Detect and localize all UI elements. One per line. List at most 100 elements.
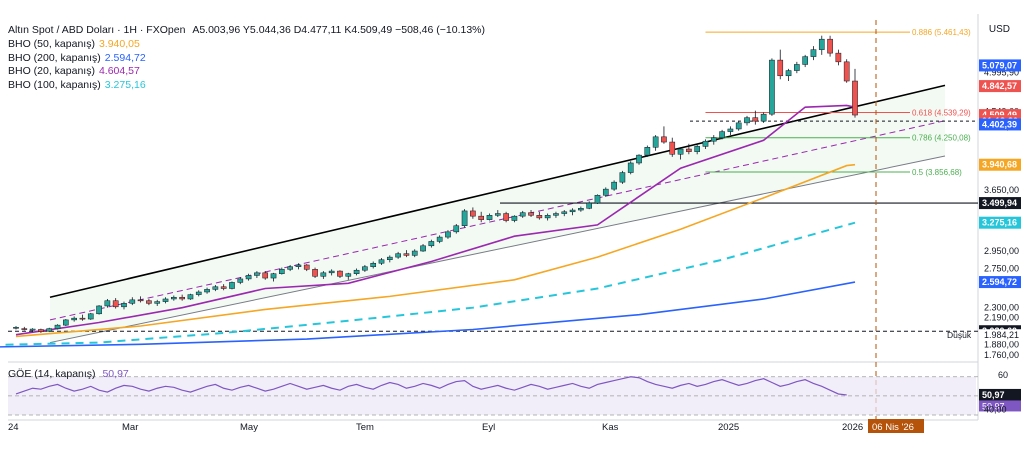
price-badge-label: 3.940,68 — [982, 160, 1017, 170]
price-axis-label: 2.300,00 — [984, 303, 1019, 313]
candle-body — [295, 264, 302, 267]
candle-body — [785, 70, 792, 77]
candle-body — [627, 162, 634, 173]
fib-level-label: 0.786 (4.250,08) — [912, 134, 971, 143]
candle-body — [129, 299, 136, 304]
candle-body — [154, 301, 161, 304]
fib-level-label: 0.618 (4.539,29) — [912, 108, 971, 117]
candle-body — [245, 275, 252, 280]
candle-body — [810, 49, 817, 57]
candle-body — [677, 148, 684, 155]
candle-body — [818, 38, 825, 50]
time-axis-label: May — [240, 422, 258, 433]
price-badge-label: 4.842,57 — [982, 81, 1017, 91]
legend-ma200[interactable]: BHO (200, kapanış) 2.594,72 — [8, 52, 146, 66]
price-axis-label: 2.750,00 — [984, 263, 1019, 273]
price-badge-bg — [979, 158, 1021, 171]
ma-series-line — [0, 281, 856, 348]
candle-body — [278, 269, 285, 274]
rsi-axis-label: 60 — [998, 370, 1008, 380]
candle-body — [710, 137, 717, 142]
candle-body — [96, 305, 102, 315]
rsi-legend[interactable]: GÖE (14, kapanış) 50,97 — [8, 368, 129, 380]
candle-body — [536, 215, 543, 219]
rsi-label: GÖE (14, kapanış) — [8, 368, 96, 380]
candle-body — [345, 273, 352, 277]
candle-body — [602, 188, 609, 196]
candle-body — [303, 264, 310, 270]
candle-body — [544, 215, 551, 219]
ma-series-line — [15, 104, 856, 336]
candle-body — [146, 300, 152, 304]
candle-body — [63, 319, 69, 326]
candle-body — [436, 236, 443, 242]
legend-ma200-value: 2.594,72 — [104, 51, 146, 64]
candle-body — [669, 141, 676, 155]
candle-body — [370, 262, 377, 267]
candle-body — [852, 80, 858, 116]
legend-ma20-label: BHO (20, kapanış) — [8, 65, 95, 77]
candle-body — [38, 329, 44, 332]
rsi-badge-bg — [979, 388, 1021, 401]
price-badge-bg — [979, 276, 1021, 289]
candle-body — [71, 317, 77, 321]
ma-series-line — [0, 221, 856, 346]
price-badge-label: 4.509,49 — [982, 110, 1017, 120]
price-badge-label: 3.275,16 — [982, 218, 1017, 228]
channel-mid-line — [49, 120, 946, 321]
candle-body — [229, 282, 235, 289]
candle-body — [686, 148, 692, 152]
candle-body — [453, 225, 460, 233]
ohlc-values: A5.003,96 Y5.044,36 D4.477,11 K4.509,49 … — [192, 24, 486, 36]
candle-body — [411, 250, 418, 256]
time-axis-label: Mar — [122, 422, 138, 433]
candle-body — [46, 328, 53, 332]
candle-body — [843, 61, 850, 82]
legend-ma100-label: BHO (100, kapanış) — [8, 78, 101, 91]
candle-body — [611, 181, 617, 190]
symbol-info: Altın Spot / ABD Doları · 1H · FXOpen A5… — [8, 24, 485, 36]
price-badge-bg — [979, 216, 1021, 229]
legend-ma20-value: 4.604,57 — [98, 65, 140, 77]
candle-body — [287, 266, 293, 270]
time-axis-label: 24 — [8, 422, 19, 433]
channel-lower-line — [49, 155, 946, 344]
price-axis-label: 2.950,00 — [984, 246, 1019, 256]
candle-body — [104, 300, 111, 307]
candle-body — [478, 215, 485, 220]
legend-ma20[interactable]: BHO (20, kapanış) 4.604,57 — [8, 65, 146, 79]
candle-body — [395, 253, 401, 258]
rsi-line — [15, 376, 847, 396]
legend-ma50-value: 3.940,05 — [98, 38, 140, 50]
legend-ma50[interactable]: BHO (50, kapanış) 3.940,05 — [8, 38, 146, 52]
candle-body — [262, 272, 269, 279]
price-axis-label: 2.190,00 — [984, 312, 1019, 322]
time-axis-label: 2025 — [718, 422, 739, 433]
rsi-value-label: 50,97 — [982, 401, 1005, 411]
indicator-legend: BHO (50, kapanış) 3.940,05 BHO (200, kapa… — [8, 38, 146, 92]
candle-body — [204, 289, 210, 293]
candle-body — [237, 278, 244, 283]
candle-body — [13, 327, 19, 329]
currency-label: USD — [988, 24, 1010, 35]
time-axis-label: 2026 — [842, 422, 863, 433]
channel-upper-line — [49, 84, 946, 299]
low-marker-label: Düşük — [947, 330, 972, 340]
candle-body — [312, 269, 318, 277]
low-price-bg — [979, 329, 1021, 342]
legend-ma100[interactable]: BHO (100, kapanış) 3.275,16 — [8, 79, 146, 93]
candle-body — [79, 317, 86, 320]
legend-ma50-label: BHO (50, kapanış) — [8, 38, 95, 50]
candle-body — [328, 270, 335, 274]
rsi-badge-label: 50,97 — [982, 390, 1005, 400]
price-axis-label: 4.995,90 — [984, 68, 1019, 78]
candle-body — [777, 59, 784, 77]
candle-body — [652, 136, 659, 148]
candle-body — [661, 136, 667, 143]
fib-level-label: 0.5 (3.856,68) — [912, 168, 962, 177]
candle-body — [195, 291, 202, 295]
candle-body — [137, 299, 144, 302]
candle-body — [594, 194, 601, 204]
candle-body — [619, 172, 626, 183]
